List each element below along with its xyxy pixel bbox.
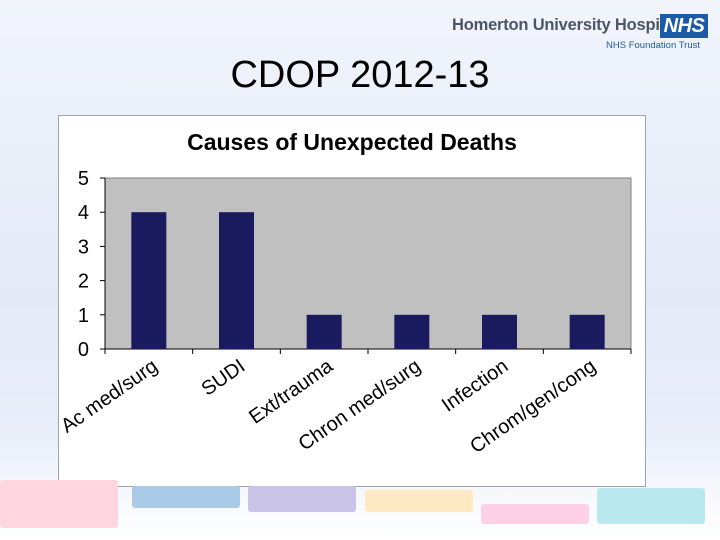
footer-bar xyxy=(132,486,240,508)
bar xyxy=(569,314,605,349)
y-tick-label: 4 xyxy=(78,202,89,224)
x-tick-label: Infection xyxy=(438,355,513,416)
bar xyxy=(394,314,430,349)
bar-chart: Causes of Unexpected Deaths 0 1 2 3 4 5 Ac med/… xyxy=(59,129,632,458)
footer-bar xyxy=(481,504,589,524)
hospital-name: Homerton University Hospital xyxy=(452,16,679,34)
x-tick-label: Ac med/surg xyxy=(59,355,162,437)
footer-bar xyxy=(248,486,356,512)
bar xyxy=(219,212,254,349)
x-tick-label: SUDI xyxy=(198,355,250,400)
footer-bar xyxy=(597,488,705,524)
footer-bar xyxy=(0,480,118,528)
footer-bar xyxy=(365,490,473,512)
bar xyxy=(306,314,342,349)
y-tick-label: 5 xyxy=(78,168,89,190)
chart-container: Causes of Unexpected Deaths 0 1 2 3 4 5 Ac med/… xyxy=(58,115,646,487)
bar xyxy=(482,314,517,349)
y-tick-label: 3 xyxy=(78,236,89,258)
slide-title: CDOP 2012-13 xyxy=(230,54,490,96)
plot-area xyxy=(104,177,632,350)
decorative-footer-bars xyxy=(0,478,720,540)
y-tick-label: 1 xyxy=(78,305,89,327)
y-tick-label: 0 xyxy=(78,339,89,361)
hospital-logo: Homerton University Hospital NHS NHS Fou… xyxy=(452,14,708,54)
y-tick-label: 2 xyxy=(78,271,89,293)
trust-name: NHS Foundation Trust xyxy=(606,40,700,51)
nhs-badge: NHS xyxy=(660,14,708,38)
chart-title: Causes of Unexpected Deaths xyxy=(187,129,517,155)
bar xyxy=(131,212,167,349)
